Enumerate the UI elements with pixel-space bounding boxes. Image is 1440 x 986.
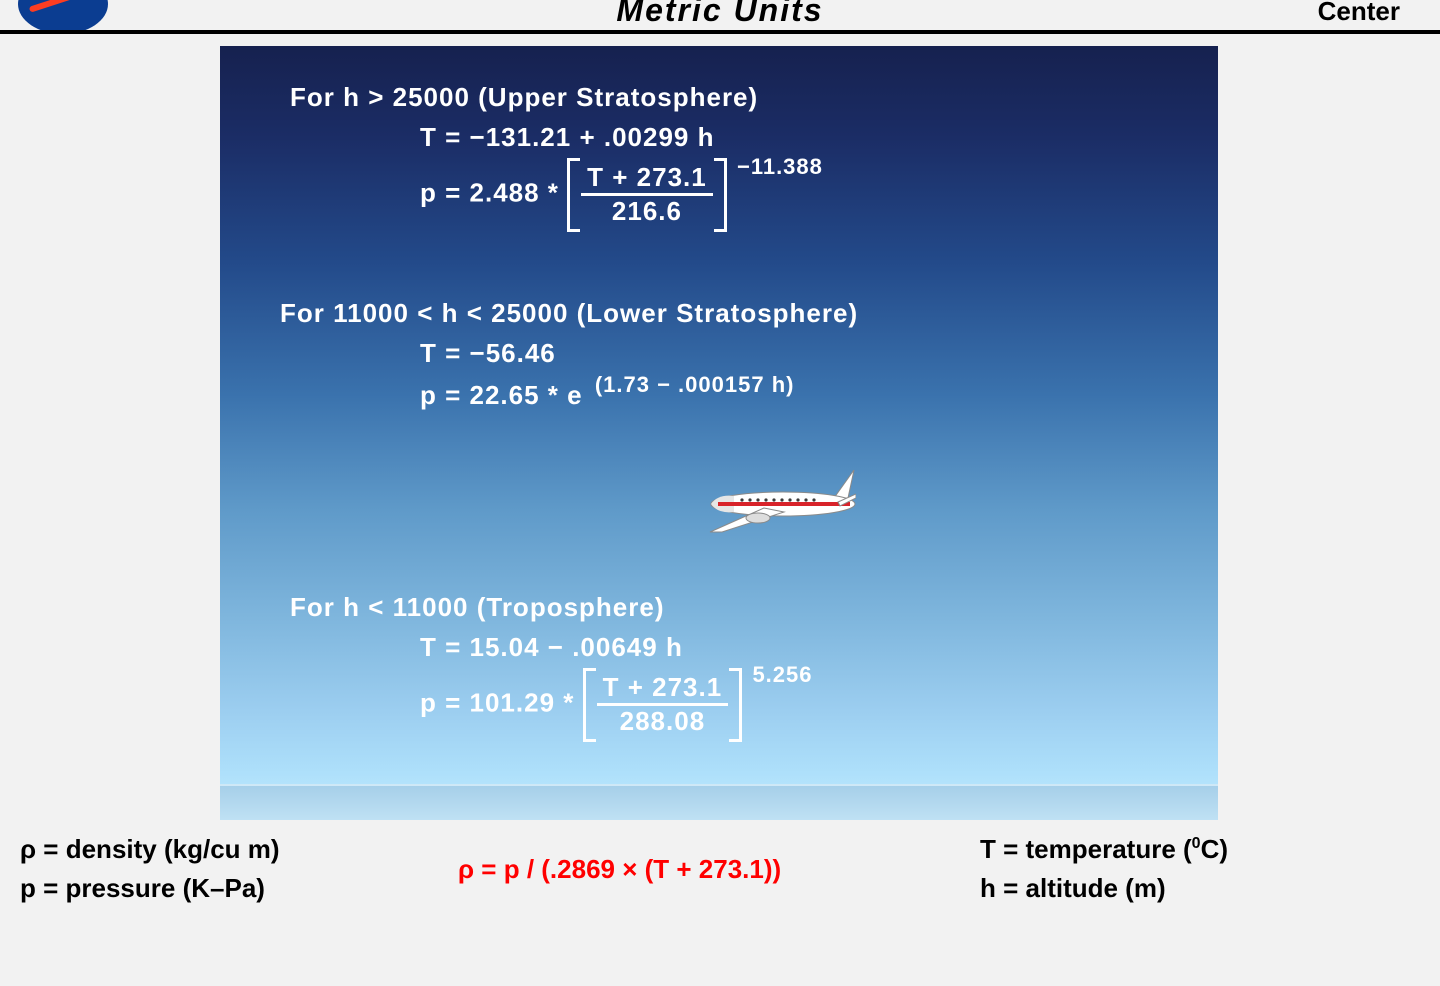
tropo-exponent: 5.256 bbox=[752, 662, 812, 688]
legend-temperature: T = temperature (0C) bbox=[980, 830, 1228, 869]
header: Metric Units Center bbox=[0, 0, 1440, 32]
upper-frac-den: 216.6 bbox=[581, 196, 713, 225]
legend-left: ρ = density (kg/cu m) p = pressure (K–Pa… bbox=[20, 830, 280, 908]
legend-density: ρ = density (kg/cu m) bbox=[20, 830, 280, 869]
header-rule bbox=[0, 30, 1440, 34]
tropo-frac-num: T + 273.1 bbox=[597, 674, 729, 706]
legend-temp-prefix: T = temperature ( bbox=[980, 834, 1192, 864]
legend-temp-sup: 0 bbox=[1192, 835, 1201, 852]
upper-T-eq: T = −131.21 + .00299 h bbox=[420, 122, 714, 153]
upper-bracket: T + 273.1 216.6 bbox=[567, 164, 727, 226]
legend-rho-eq: ρ = p / (.2869 × (T + 273.1)) bbox=[458, 854, 781, 885]
upper-p-eq: p = 2.488 * T + 273.1 216.6 −11.388 bbox=[420, 164, 823, 226]
lower-T-eq: T = −56.46 bbox=[420, 338, 556, 369]
upper-frac-num: T + 273.1 bbox=[581, 164, 713, 196]
tropo-fraction: T + 273.1 288.08 bbox=[597, 674, 729, 736]
legend-pressure: p = pressure (K–Pa) bbox=[20, 869, 280, 908]
upper-exponent: −11.388 bbox=[737, 154, 823, 180]
airplane-icon bbox=[688, 464, 856, 534]
page-title: Metric Units bbox=[0, 0, 1440, 29]
upper-fraction: T + 273.1 216.6 bbox=[581, 164, 713, 226]
header-right-label: Center bbox=[1318, 0, 1400, 27]
upper-condition: For h > 25000 (Upper Stratosphere) bbox=[290, 82, 758, 113]
lower-p-eq: p = 22.65 * e (1.73 − .000157 h) bbox=[420, 380, 794, 411]
legend-temp-suffix: C) bbox=[1201, 834, 1228, 864]
upper-p-prefix: p = 2.488 * bbox=[420, 178, 559, 208]
legend-right: T = temperature (0C) h = altitude (m) bbox=[980, 830, 1228, 908]
legend-altitude: h = altitude (m) bbox=[980, 869, 1228, 908]
lower-p-exp: (1.73 − .000157 h) bbox=[595, 372, 795, 398]
tropo-T-eq: T = 15.04 − .00649 h bbox=[420, 632, 683, 663]
tropo-frac-den: 288.08 bbox=[597, 706, 729, 735]
lower-condition: For 11000 < h < 25000 (Lower Stratospher… bbox=[280, 298, 858, 329]
lower-p-prefix: p = 22.65 * e bbox=[420, 380, 583, 410]
ground-strip bbox=[220, 784, 1218, 820]
tropo-condition: For h < 11000 (Troposphere) bbox=[290, 592, 665, 623]
tropo-bracket: T + 273.1 288.08 bbox=[583, 674, 743, 736]
tropo-p-prefix: p = 101.29 * bbox=[420, 688, 574, 718]
atmosphere-panel: For h > 25000 (Upper Stratosphere) T = −… bbox=[220, 46, 1218, 820]
page: Metric Units Center For h > 25000 (Upper… bbox=[0, 0, 1440, 986]
tropo-p-eq: p = 101.29 * T + 273.1 288.08 5.256 bbox=[420, 674, 813, 736]
